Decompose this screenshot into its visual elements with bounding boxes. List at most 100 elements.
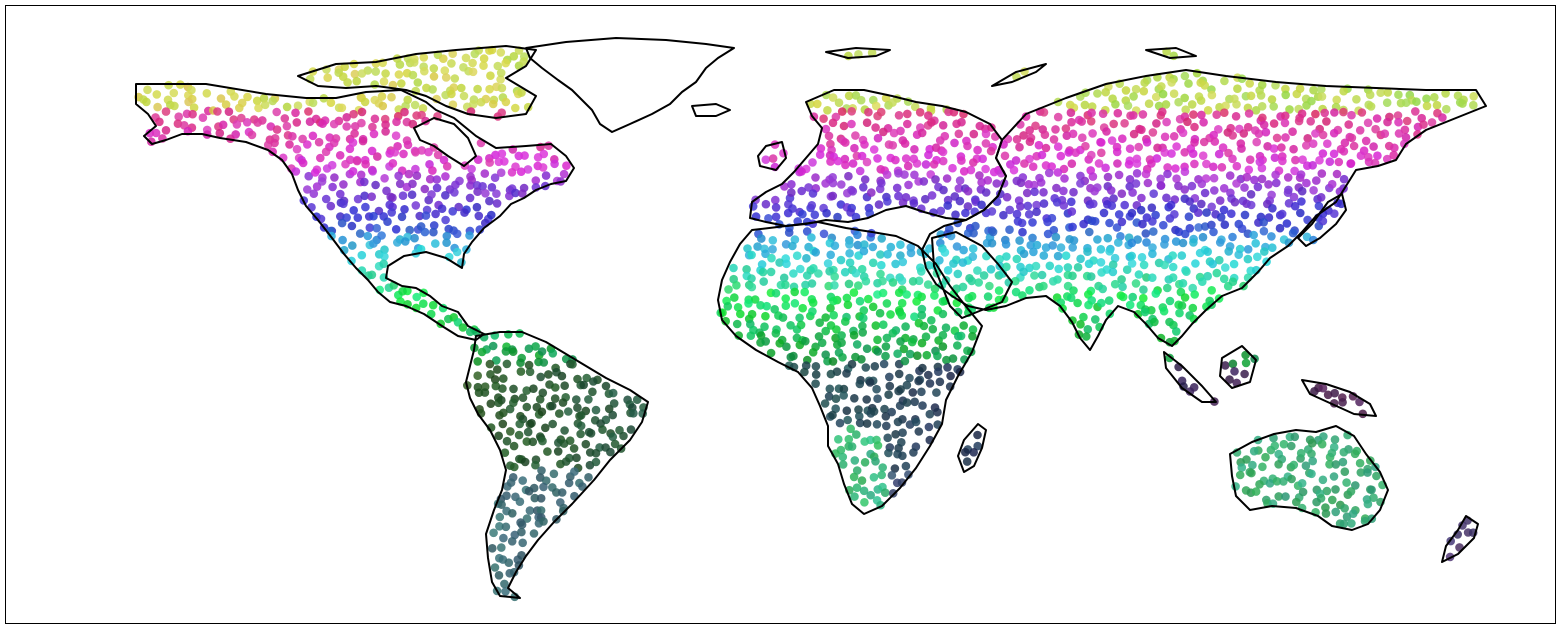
data-point — [1097, 148, 1106, 158]
data-point — [873, 133, 883, 143]
data-point — [883, 197, 892, 206]
data-point — [1430, 93, 1439, 102]
coastline-arctic-islands — [297, 45, 537, 119]
data-point — [357, 107, 367, 117]
data-point — [518, 476, 527, 485]
data-point — [1302, 178, 1311, 188]
data-point — [1325, 157, 1335, 166]
data-point — [992, 179, 1001, 188]
data-point — [901, 461, 911, 471]
data-point — [378, 101, 388, 111]
data-point — [1030, 271, 1039, 280]
data-point — [1064, 148, 1073, 157]
data-points-layer — [134, 45, 1478, 602]
data-point — [626, 425, 636, 434]
data-point — [860, 458, 870, 467]
data-point — [859, 486, 869, 496]
data-point — [1269, 102, 1278, 111]
data-point — [1260, 247, 1269, 256]
data-point — [338, 235, 347, 245]
data-point — [1012, 254, 1022, 264]
data-point — [1196, 96, 1206, 105]
data-point — [288, 132, 297, 141]
data-point — [787, 188, 796, 197]
data-point — [878, 276, 887, 286]
data-point — [499, 374, 508, 383]
data-point — [1400, 139, 1409, 149]
data-point — [493, 365, 502, 374]
data-point — [1037, 150, 1047, 160]
data-point — [921, 194, 930, 204]
data-point — [1103, 172, 1113, 182]
data-point — [1002, 252, 1011, 261]
data-point — [1340, 138, 1350, 148]
data-point — [428, 300, 438, 310]
data-point — [558, 506, 568, 516]
data-point — [1277, 143, 1286, 152]
data-point — [538, 388, 548, 398]
data-point — [409, 58, 419, 67]
data-point — [905, 373, 914, 383]
data-point — [411, 164, 420, 174]
data-point — [1209, 173, 1219, 183]
data-point — [830, 281, 839, 290]
data-point — [1220, 76, 1229, 86]
data-point — [1355, 458, 1365, 468]
data-point — [1317, 169, 1327, 178]
data-point — [485, 359, 495, 369]
data-point — [742, 265, 751, 274]
data-point — [1166, 200, 1176, 210]
data-point — [940, 131, 950, 141]
data-point — [979, 271, 989, 280]
data-point — [1109, 194, 1118, 203]
data-point — [1048, 241, 1057, 250]
data-point — [1079, 219, 1088, 229]
data-point — [1411, 107, 1420, 116]
data-point — [1159, 220, 1168, 230]
data-point — [1191, 259, 1200, 268]
data-point — [369, 239, 378, 248]
data-point — [488, 341, 498, 351]
data-point — [1122, 265, 1132, 275]
data-point — [971, 221, 980, 231]
data-point — [821, 350, 830, 360]
data-point — [1163, 163, 1172, 172]
data-point — [465, 231, 474, 240]
data-point — [784, 228, 794, 237]
data-point — [242, 118, 252, 127]
data-point — [1025, 126, 1034, 135]
data-point — [883, 250, 892, 259]
data-point — [514, 430, 524, 440]
data-point — [488, 544, 497, 553]
data-point — [811, 248, 820, 257]
data-point — [729, 263, 738, 273]
data-point — [880, 404, 889, 414]
data-point — [508, 509, 517, 518]
data-point — [431, 239, 440, 248]
data-point — [1039, 108, 1049, 117]
data-point — [835, 418, 845, 428]
data-point — [860, 140, 869, 149]
data-point — [1235, 470, 1245, 480]
data-point — [1271, 170, 1280, 180]
data-point — [569, 444, 579, 453]
data-point — [1339, 174, 1349, 184]
data-point — [832, 367, 842, 377]
data-point — [1228, 359, 1238, 369]
data-point — [847, 107, 856, 116]
data-point — [1185, 387, 1195, 396]
data-point — [911, 417, 921, 427]
data-point — [823, 259, 833, 268]
data-point — [161, 107, 171, 116]
data-point — [909, 448, 918, 457]
data-point — [912, 297, 921, 306]
data-point — [349, 206, 359, 215]
data-point — [1096, 258, 1106, 267]
data-point — [1351, 481, 1360, 490]
data-point — [601, 381, 611, 391]
data-point — [768, 236, 778, 245]
data-point — [558, 398, 568, 407]
data-point — [989, 167, 999, 177]
data-point — [1287, 441, 1296, 451]
data-point — [1272, 178, 1281, 188]
